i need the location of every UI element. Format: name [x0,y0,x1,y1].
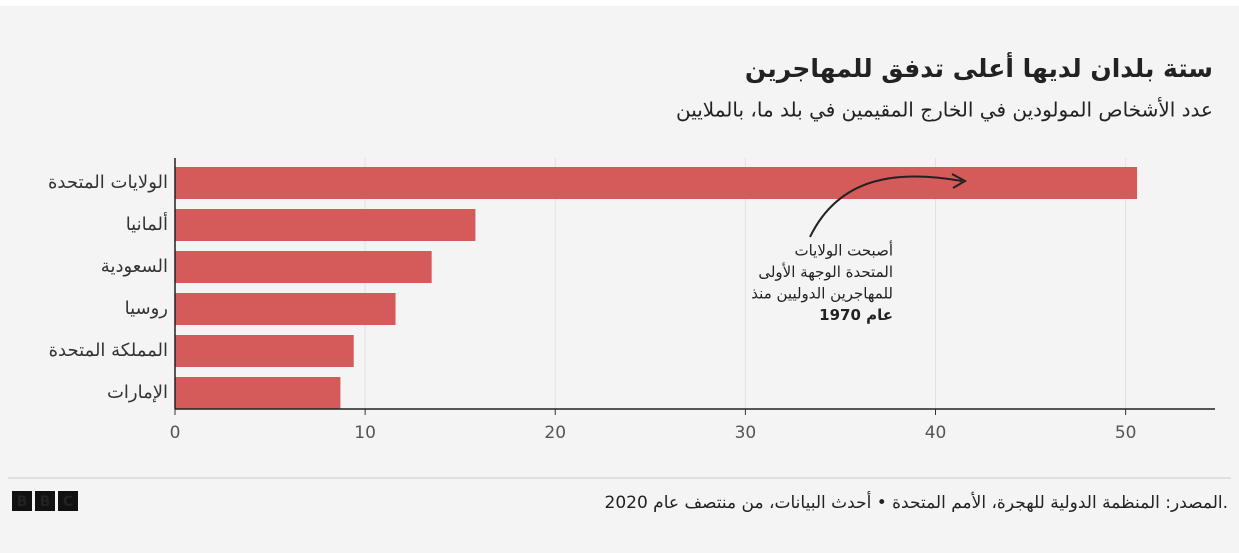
x-tick-label: 50 [1115,423,1137,443]
y-tick-label: ألمانيا [126,212,168,235]
y-tick-label: روسيا [125,298,168,319]
logo-letter: C [63,494,73,510]
plot: 0 10 20 30 40 50 الولايات المتحدة ألمانيا السعود… [48,158,1215,443]
logo-letter: B [40,494,51,510]
bar [175,335,354,367]
y-tick-label: الإمارات [107,382,168,403]
y-tick-label: الولايات المتحدة [48,172,168,193]
annotation-arrowhead [951,173,968,189]
logo-box [12,491,32,511]
x-tick-label: 10 [354,423,376,443]
annotation-line: عام 1970 [819,306,893,324]
x-tick-label: 20 [544,423,566,443]
bar [175,377,341,409]
chart-title: ستة بلدان لديها أعلى تدفق للمهاجرين [745,52,1213,84]
annotation-line: للمهاجرين الدوليين منذ [751,285,893,303]
bar [175,251,432,283]
logo-box [58,491,78,511]
chart-subtitle: عدد الأشخاص المولودين في الخارج المقيمين… [676,98,1213,123]
x-tick-label: 0 [170,423,181,443]
bar [175,167,1138,199]
source: المصدر: المنظمة الدولية للهجرة، الأمم ال… [605,491,1228,513]
annotation-line: أصبحت الولايات [794,241,893,260]
logo-box [35,491,55,511]
annotation-arrow [809,175,963,238]
annotation-line: المتحدة الوجهة الأولى [758,262,893,281]
x-tick-label: 30 [735,423,757,443]
bar [175,293,396,325]
annotation: أصبحت الولايات المتحدة الوجهة الأولى للمها… [751,241,893,325]
logo-letter: B [17,494,28,510]
x-tick-label: 40 [925,423,947,443]
bar [175,209,476,241]
y-tick-label: السعودية [101,256,168,277]
y-tick-label: المملكة المتحدة [49,340,168,361]
